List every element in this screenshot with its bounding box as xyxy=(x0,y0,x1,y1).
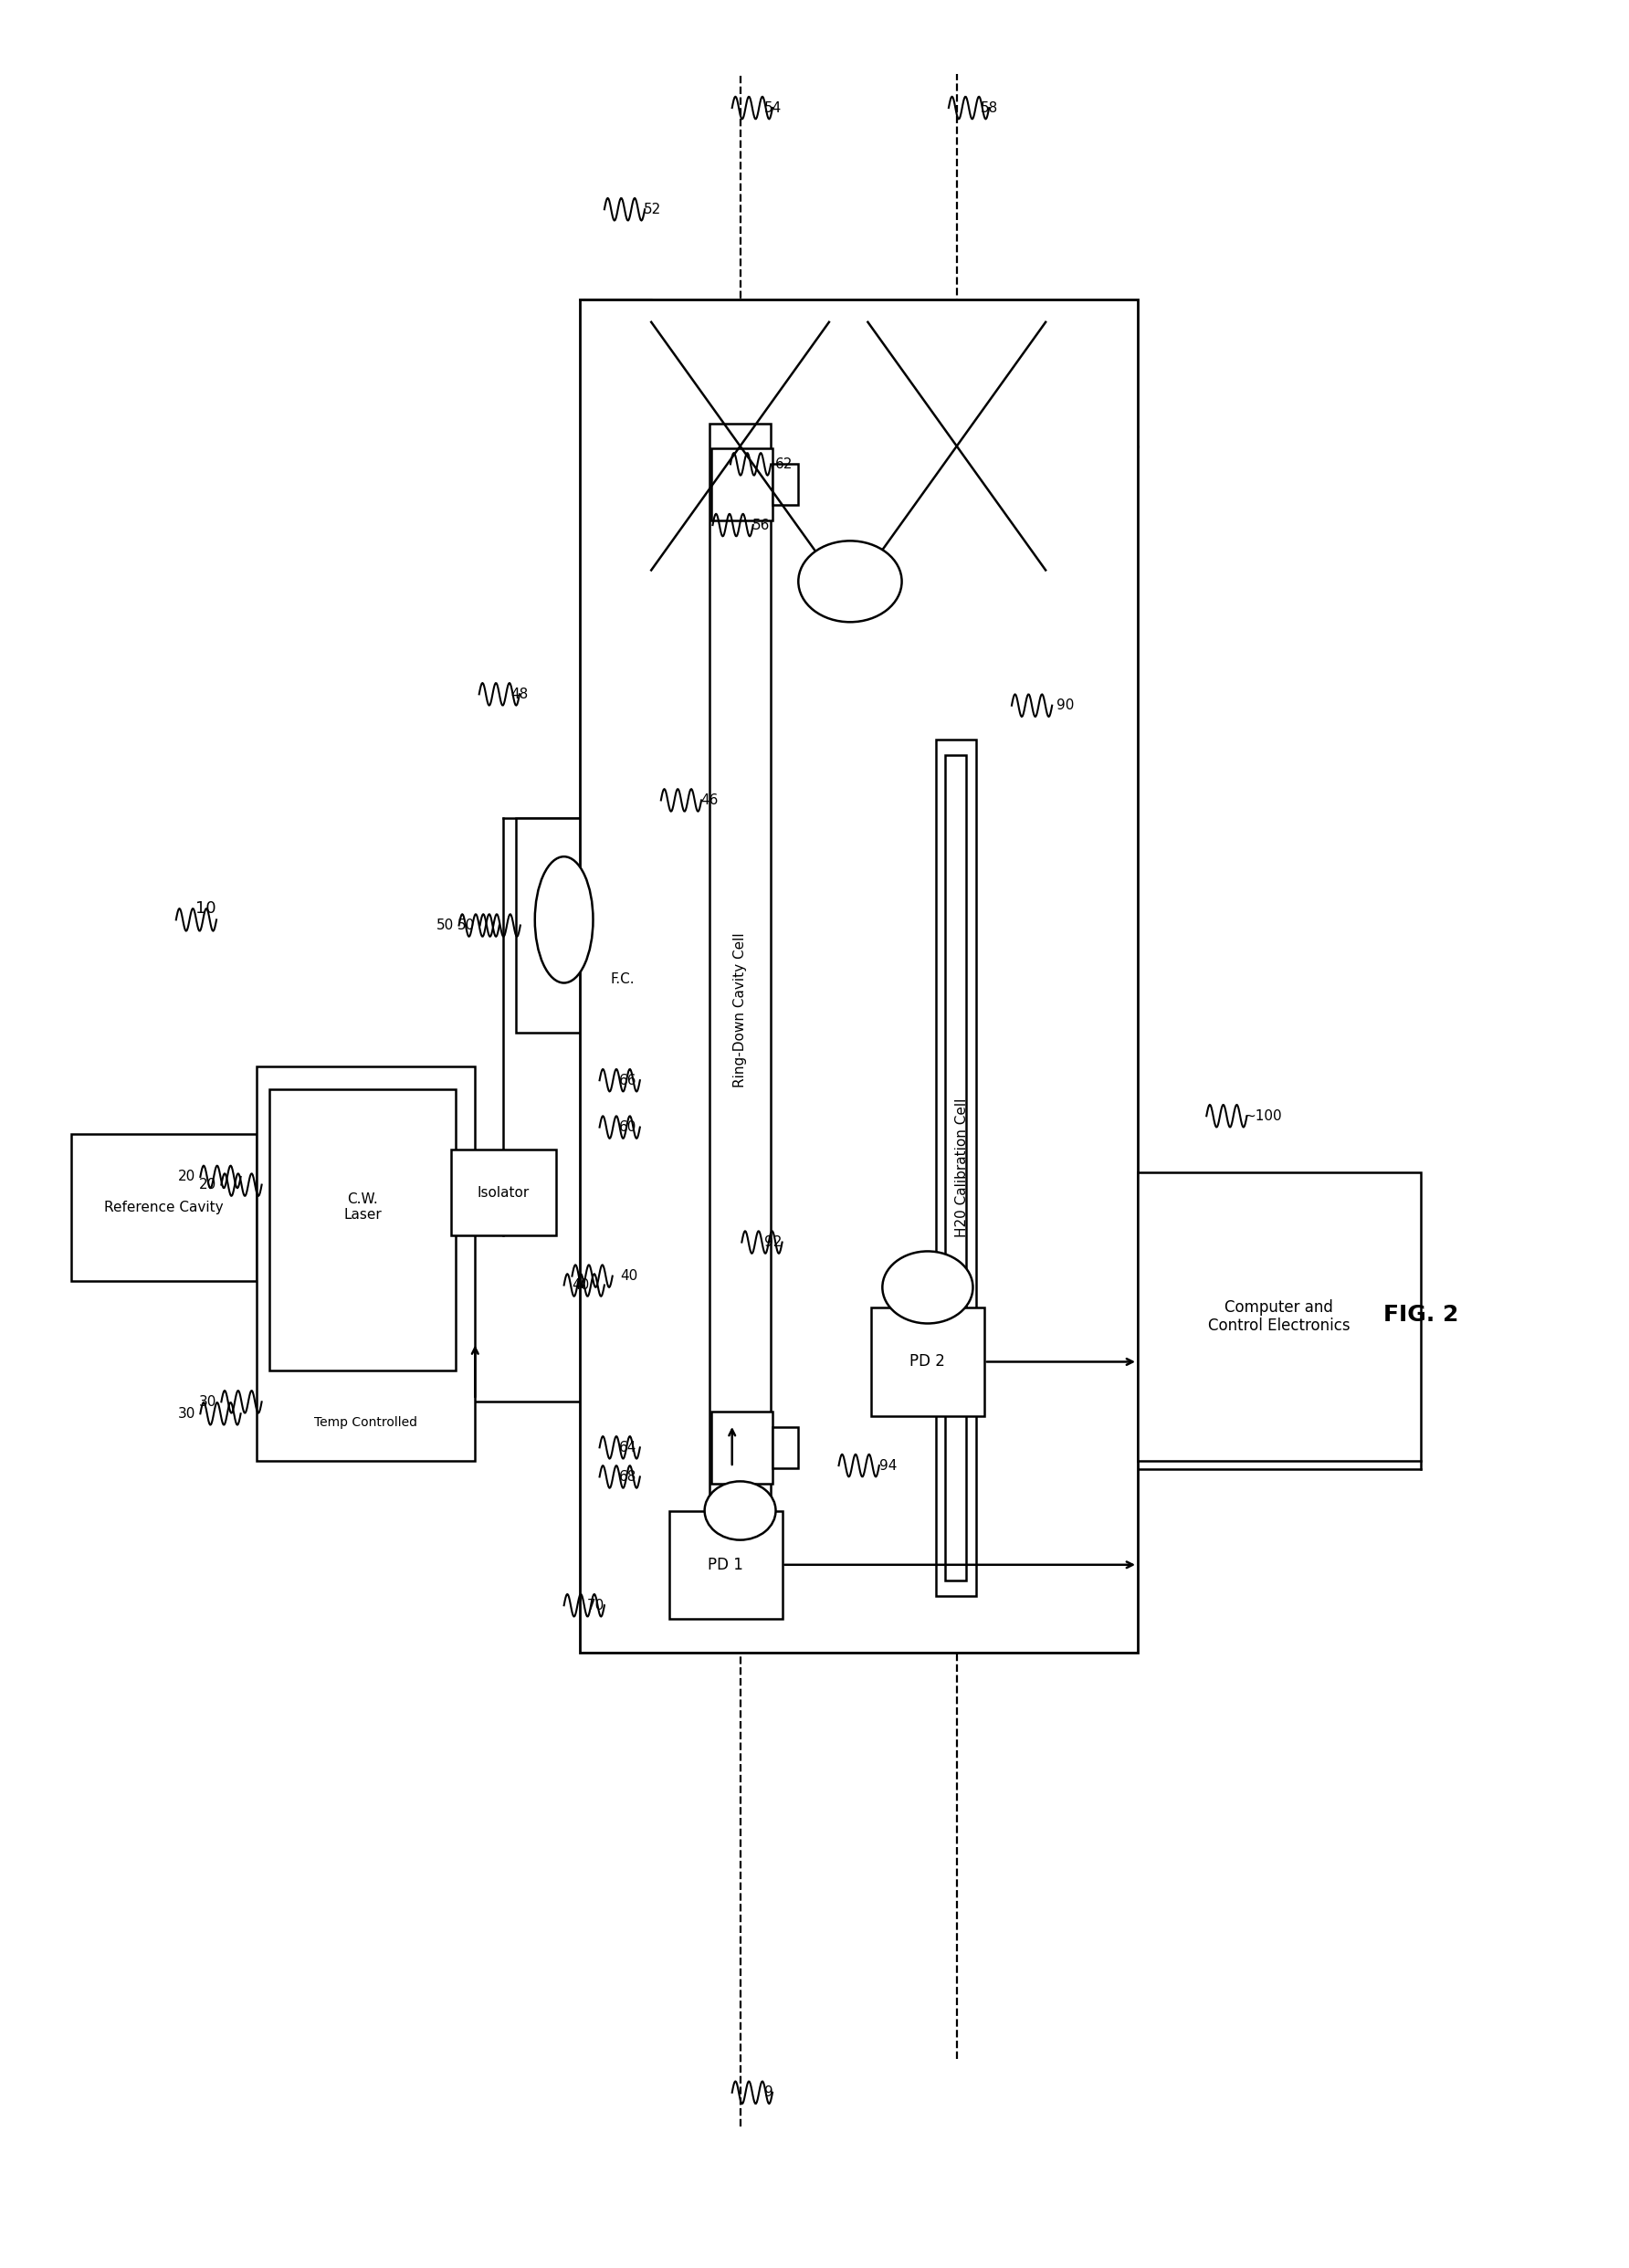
Text: 60: 60 xyxy=(619,1120,637,1134)
Text: Reference Cavity: Reference Cavity xyxy=(104,1200,223,1213)
Text: 30: 30 xyxy=(199,1395,217,1408)
Text: 40: 40 xyxy=(572,1279,590,1293)
Bar xyxy=(772,1427,798,1467)
Bar xyxy=(270,1089,456,1370)
Text: Computer and
Control Electronics: Computer and Control Electronics xyxy=(1209,1300,1350,1334)
Text: 90: 90 xyxy=(1056,699,1074,712)
Bar xyxy=(945,755,966,1581)
Text: 48: 48 xyxy=(512,687,528,701)
Text: 70: 70 xyxy=(586,1599,604,1613)
Bar xyxy=(1137,1173,1420,1461)
Bar xyxy=(772,465,798,506)
Ellipse shape xyxy=(883,1252,973,1325)
Bar xyxy=(872,1309,984,1415)
Ellipse shape xyxy=(798,540,902,621)
Text: Temp Controlled: Temp Controlled xyxy=(314,1415,417,1429)
Text: 20: 20 xyxy=(178,1170,195,1184)
Text: 10: 10 xyxy=(195,900,217,916)
Text: 52: 52 xyxy=(643,202,661,215)
Text: PD 1: PD 1 xyxy=(709,1556,743,1574)
Bar xyxy=(515,819,653,1032)
Bar xyxy=(710,424,771,1597)
Text: Ring-Down Cavity Cell: Ring-Down Cavity Cell xyxy=(733,932,748,1086)
Ellipse shape xyxy=(534,857,593,982)
Ellipse shape xyxy=(705,1481,775,1540)
Bar xyxy=(710,449,772,522)
Bar xyxy=(72,1134,257,1281)
Bar xyxy=(580,299,1137,1653)
Text: H20 Calibration Cell: H20 Calibration Cell xyxy=(955,1098,968,1238)
Text: 50: 50 xyxy=(437,919,454,932)
Text: 20: 20 xyxy=(199,1177,217,1191)
Text: 62: 62 xyxy=(775,458,793,472)
Bar xyxy=(257,1066,476,1461)
Text: 94: 94 xyxy=(880,1458,898,1472)
Text: C.W.
Laser: C.W. Laser xyxy=(344,1193,381,1222)
Text: PD 2: PD 2 xyxy=(911,1354,945,1370)
Text: 68: 68 xyxy=(619,1470,637,1483)
Bar xyxy=(670,1510,782,1619)
Text: 66: 66 xyxy=(619,1073,637,1086)
Text: 46: 46 xyxy=(700,794,718,807)
Text: 50: 50 xyxy=(458,919,476,932)
Text: 30: 30 xyxy=(178,1406,195,1420)
Text: 9: 9 xyxy=(764,2087,774,2100)
Text: ~100: ~100 xyxy=(1245,1109,1282,1123)
Text: 40: 40 xyxy=(621,1270,639,1284)
Bar xyxy=(935,739,976,1597)
Bar xyxy=(451,1150,555,1236)
Text: 92: 92 xyxy=(764,1236,782,1250)
Text: Isolator: Isolator xyxy=(477,1186,529,1200)
Text: FIG. 2: FIG. 2 xyxy=(1383,1304,1458,1325)
Text: 56: 56 xyxy=(753,517,771,533)
Bar xyxy=(710,1411,772,1483)
Text: 64: 64 xyxy=(619,1440,637,1454)
Text: 54: 54 xyxy=(764,102,782,116)
Text: F.C.: F.C. xyxy=(611,973,635,987)
Text: 58: 58 xyxy=(981,102,999,116)
